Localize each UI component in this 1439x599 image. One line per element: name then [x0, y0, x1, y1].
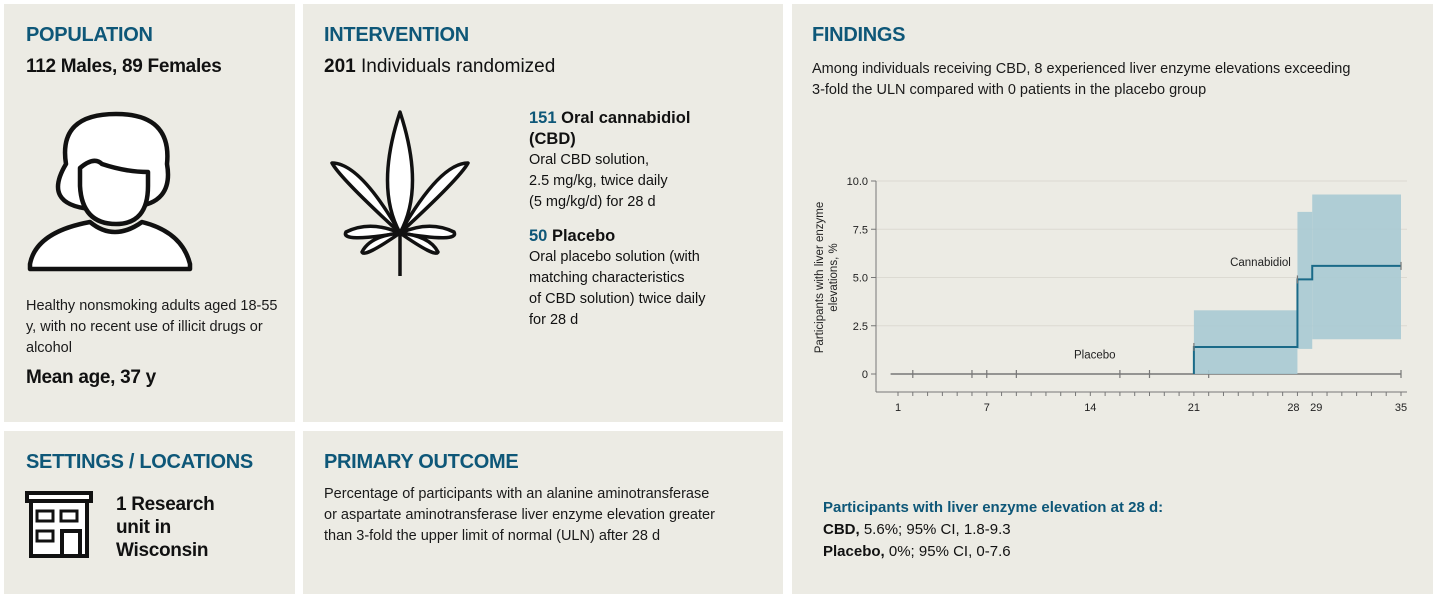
- population-heading: POPULATION: [26, 24, 153, 46]
- y-tick-label: 10.0: [847, 176, 868, 188]
- placebo-arm: 50 Placebo Oral placebo solution (with m…: [529, 226, 774, 331]
- x-tick-label: 7: [984, 402, 990, 414]
- y-tick-label: 0: [862, 369, 868, 381]
- population-mean-age: Mean age, 37 y: [26, 367, 156, 388]
- primary-outcome-heading: PRIMARY OUTCOME: [324, 451, 519, 473]
- settings-line-3: Wisconsin: [116, 540, 209, 561]
- intervention-count-line: 201 Individuals randomized: [324, 56, 555, 78]
- primary-outcome-line: than 3-fold the upper limit of normal (U…: [324, 528, 661, 544]
- cbd-arm-name-1: Oral cannabidiol: [561, 109, 691, 127]
- placebo-desc-line: of CBD solution) twice daily: [529, 291, 706, 307]
- placebo-desc-line: matching characteristics: [529, 270, 685, 286]
- settings-panel: SETTINGS / LOCATIONS 1 Research unit in …: [4, 431, 295, 594]
- primary-outcome-panel: PRIMARY OUTCOME Percentage of participan…: [303, 431, 783, 594]
- primary-outcome-line: Percentage of participants with an alani…: [324, 486, 710, 502]
- population-description: Healthy nonsmoking adults aged 18-55 y, …: [26, 298, 278, 356]
- placebo-desc-line: Oral placebo solution (with: [529, 249, 700, 265]
- settings-line-2: unit in: [116, 517, 171, 538]
- findings-results: Participants with liver enzyme elevation…: [823, 497, 1163, 563]
- placebo-desc-line: for 28 d: [529, 312, 579, 328]
- y-tick-label: 7.5: [853, 224, 868, 236]
- intervention-panel: INTERVENTION 201 Individuals randomized …: [303, 4, 783, 422]
- x-tick-label: 35: [1395, 402, 1407, 414]
- placebo-arm-title: 50 Placebo: [529, 226, 774, 247]
- findings-text: Among individuals receiving CBD, 8 exper…: [812, 59, 1350, 101]
- person-icon: [27, 111, 193, 272]
- cbd-ci-band: [1193, 310, 1298, 374]
- findings-chart: 0 2.5 5.0 7.5 10.0 1 7 14 21 28 29 35 Participants w…: [814, 176, 1407, 414]
- x-tick-label: 28: [1287, 402, 1299, 414]
- cbd-arm-desc: Oral CBD solution, 2.5 mg/kg, twice dail…: [529, 150, 774, 213]
- y-axis-label: Participants with liver enzyme elevations…: [814, 202, 840, 353]
- primary-outcome-text: Percentage of participants with an alani…: [324, 484, 715, 547]
- intervention-count-label: Individuals randomized: [360, 56, 556, 77]
- cbd-desc-line: (5 mg/kg/d) for 28 d: [529, 194, 656, 210]
- findings-line: 3-fold the ULN compared with 0 patients …: [812, 82, 1207, 98]
- series-annotation: Placebo: [1074, 350, 1116, 362]
- primary-outcome-line: or aspartate aminotransferase liver enzy…: [324, 507, 715, 523]
- cbd-arm-name-2: (CBD): [529, 130, 576, 148]
- result-cbd-label: CBD,: [823, 521, 860, 538]
- intervention-count: 201: [324, 56, 356, 77]
- series-annotation: Cannabidiol: [1230, 257, 1291, 269]
- cbd-desc-line: 2.5 mg/kg, twice daily: [529, 173, 668, 189]
- result-placebo: Placebo, 0%; 95% CI, 0-7.6: [823, 541, 1163, 563]
- y-tick-label: 5.0: [853, 273, 868, 285]
- population-summary: 112 Males, 89 Females: [26, 56, 222, 77]
- y-tick-label: 2.5: [853, 321, 868, 333]
- placebo-arm-n: 50: [529, 227, 548, 245]
- cannabis-leaf-icon: [330, 110, 470, 276]
- settings-line-1: 1 Research: [116, 494, 215, 515]
- settings-heading: SETTINGS / LOCATIONS: [26, 451, 253, 473]
- settings-text: 1 Research unit in Wisconsin: [116, 493, 215, 562]
- findings-line: Among individuals receiving CBD, 8 exper…: [812, 61, 1351, 77]
- x-tick-label: 21: [1188, 402, 1200, 414]
- result-cbd: CBD, 5.6%; 95% CI, 1.8-9.3: [823, 519, 1163, 541]
- cbd-arm-title: 151 Oral cannabidiol (CBD): [529, 108, 774, 150]
- results-heading: Participants with liver enzyme elevation…: [823, 499, 1164, 516]
- x-tick-label: 1: [895, 402, 901, 414]
- x-tick-label: 29: [1310, 402, 1322, 414]
- cbd-arm: 151 Oral cannabidiol (CBD) Oral CBD solu…: [529, 108, 774, 213]
- result-cbd-value: 5.6%; 95% CI, 1.8-9.3: [863, 521, 1011, 538]
- cbd-desc-line: Oral CBD solution,: [529, 152, 650, 168]
- findings-panel: FINDINGS Among individuals receiving CBD…: [792, 4, 1433, 594]
- findings-heading: FINDINGS: [812, 24, 906, 46]
- building-icon: [25, 491, 93, 558]
- placebo-arm-name: Placebo: [551, 227, 616, 245]
- cbd-arm-n: 151: [529, 109, 557, 127]
- result-placebo-value: 0%; 95% CI, 0-7.6: [888, 543, 1011, 560]
- x-tick-label: 14: [1084, 402, 1096, 414]
- population-panel: POPULATION 112 Males, 89 Females Healthy…: [4, 4, 295, 422]
- intervention-heading: INTERVENTION: [324, 24, 469, 46]
- placebo-arm-desc: Oral placebo solution (with matching cha…: [529, 247, 774, 331]
- result-placebo-label: Placebo,: [823, 543, 885, 560]
